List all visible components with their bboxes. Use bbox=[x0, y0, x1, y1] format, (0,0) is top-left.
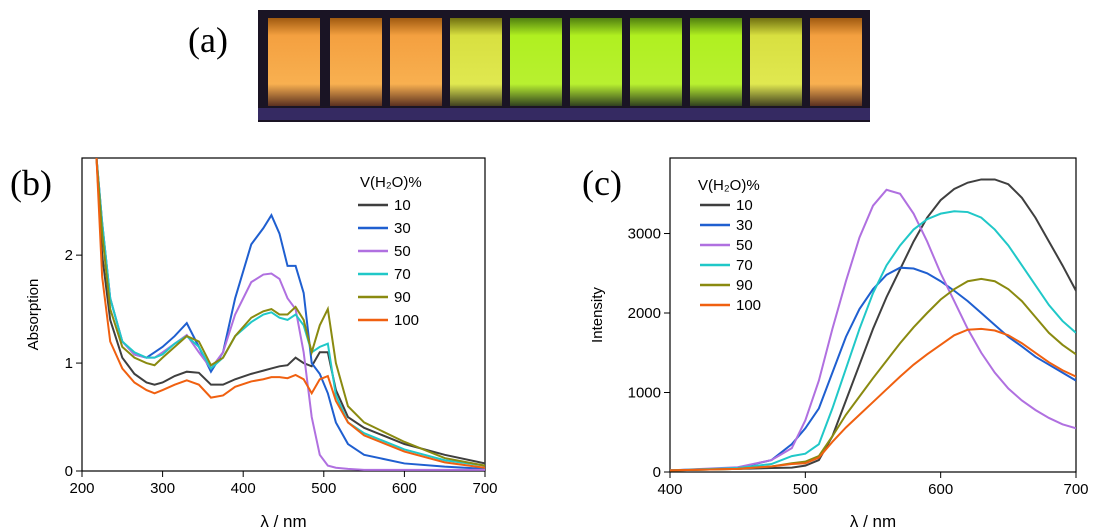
y-axis-label: Intensity bbox=[589, 287, 606, 343]
y-tick-label: 2000 bbox=[628, 305, 661, 322]
panel-label: (b) bbox=[10, 163, 52, 203]
y-tick-label: 0 bbox=[653, 464, 661, 481]
series-line bbox=[670, 266, 1076, 472]
y-tick-label: 1 bbox=[65, 355, 73, 372]
legend-label: 30 bbox=[736, 217, 753, 234]
y-tick-label: 3000 bbox=[628, 226, 661, 243]
legend-label: 70 bbox=[736, 257, 753, 274]
legend-label: 10 bbox=[736, 197, 753, 214]
series-line bbox=[95, 158, 485, 467]
series-line bbox=[95, 158, 485, 469]
x-axis-label: λ / nm bbox=[260, 512, 306, 531]
x-tick-label: 400 bbox=[231, 480, 256, 497]
x-tick-label: 300 bbox=[150, 480, 175, 497]
x-tick-label: 700 bbox=[472, 480, 497, 497]
series-line bbox=[670, 277, 1076, 472]
plot-frame bbox=[81, 157, 486, 472]
x-tick-label: 700 bbox=[1063, 481, 1088, 498]
series-line bbox=[670, 188, 1076, 472]
legend-label: 90 bbox=[736, 277, 753, 294]
legend-label: 10 bbox=[394, 197, 411, 214]
series-line bbox=[95, 158, 485, 467]
series-line bbox=[670, 210, 1076, 472]
series-line bbox=[670, 327, 1076, 472]
y-tick-label: 2 bbox=[65, 247, 73, 264]
series-line bbox=[95, 158, 485, 465]
legend-label: 100 bbox=[736, 297, 761, 314]
plot-frame bbox=[669, 157, 1077, 473]
x-tick-label: 500 bbox=[793, 481, 818, 498]
x-tick-label: 500 bbox=[311, 480, 336, 497]
legend-label: 100 bbox=[394, 312, 419, 329]
series-line bbox=[670, 178, 1076, 472]
legend-label: 70 bbox=[394, 266, 411, 283]
series-line bbox=[95, 158, 485, 470]
panel-label: (a) bbox=[188, 20, 228, 60]
y-axis-label: Absorption bbox=[25, 279, 42, 351]
legend-label: 30 bbox=[394, 220, 411, 237]
x-tick-label: 400 bbox=[657, 481, 682, 498]
photo bbox=[258, 10, 870, 122]
legend-label: 50 bbox=[736, 237, 753, 254]
legend-label: 50 bbox=[394, 243, 411, 260]
x-tick-label: 600 bbox=[392, 480, 417, 497]
y-tick-label: 0 bbox=[65, 463, 73, 480]
y-tick-label: 1000 bbox=[628, 385, 661, 402]
legend-title: V(H₂O)% bbox=[360, 174, 422, 191]
x-tick-label: 600 bbox=[928, 481, 953, 498]
x-tick-label: 200 bbox=[69, 480, 94, 497]
legend-label: 90 bbox=[394, 289, 411, 306]
legend-title: V(H₂O)% bbox=[698, 177, 760, 194]
panel-label: (c) bbox=[582, 163, 622, 203]
series-line bbox=[95, 158, 485, 471]
x-axis-label: λ / nm bbox=[850, 512, 896, 531]
